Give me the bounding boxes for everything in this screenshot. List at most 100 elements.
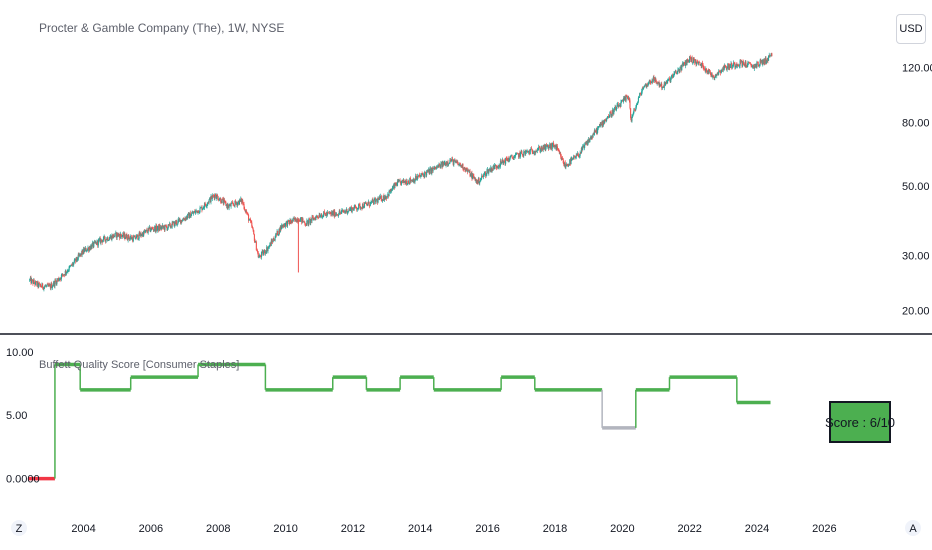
price-candle xyxy=(468,169,470,174)
price-candle xyxy=(615,106,617,112)
price-candle xyxy=(91,240,94,247)
price-candle xyxy=(499,164,501,168)
price-candle xyxy=(308,217,310,220)
price-candle xyxy=(469,168,471,178)
price-candle xyxy=(538,144,540,151)
price-candle xyxy=(213,193,215,198)
currency-button[interactable]: USD xyxy=(896,14,926,44)
price-candle xyxy=(683,62,685,65)
auto-scale-button[interactable]: A xyxy=(905,520,921,536)
score-tick-label: 5.00 xyxy=(6,410,27,422)
price-candle xyxy=(628,97,630,103)
price-candle xyxy=(459,162,461,166)
price-candle xyxy=(303,220,305,223)
price-candle xyxy=(377,196,379,204)
price-candle xyxy=(252,227,254,232)
price-candle xyxy=(465,167,467,172)
price-candle xyxy=(632,111,634,117)
price-candle xyxy=(483,173,485,180)
price-candle xyxy=(624,94,627,103)
price-candle xyxy=(467,168,469,173)
price-candle xyxy=(461,164,463,168)
price-candle xyxy=(243,201,245,210)
price-candle xyxy=(292,219,294,224)
price-candle xyxy=(317,215,319,220)
price-candle xyxy=(460,164,462,168)
price-candle xyxy=(90,244,92,251)
price-candle xyxy=(111,233,113,242)
price-candle xyxy=(44,284,46,287)
price-candle xyxy=(414,179,416,185)
price-candle xyxy=(636,102,638,106)
price-candle xyxy=(172,221,174,226)
price-candle xyxy=(746,63,748,68)
price-candle xyxy=(727,62,729,71)
price-candle xyxy=(168,224,170,226)
price-candle xyxy=(751,64,753,68)
price-candle xyxy=(743,62,745,66)
price-candle xyxy=(716,72,718,75)
price-candle xyxy=(124,232,126,241)
price-candle xyxy=(330,212,332,217)
price-candle xyxy=(192,211,194,214)
price-candle xyxy=(146,229,149,234)
price-candle xyxy=(272,237,274,243)
price-candle xyxy=(564,160,566,169)
price-candle xyxy=(600,121,603,126)
price-candle xyxy=(536,147,538,154)
price-candle xyxy=(700,63,702,69)
price-candle xyxy=(479,181,481,186)
price-candle xyxy=(669,78,671,83)
price-candle xyxy=(305,223,307,227)
price-candle xyxy=(507,157,509,163)
price-candle xyxy=(98,237,100,243)
price-axis[interactable]: 120.00 80.00 50.00 30.00 20.00 xyxy=(902,62,932,317)
zoom-out-button[interactable]: Z xyxy=(11,520,27,536)
price-candle xyxy=(370,200,372,205)
price-candle xyxy=(514,154,516,158)
price-candle xyxy=(613,107,615,113)
price-candle xyxy=(578,154,581,159)
time-axis[interactable]: 2004 2006 2008 2010 2012 2014 2016 2018 2020 2022… xyxy=(71,523,836,535)
price-candle xyxy=(215,194,217,199)
price-candle xyxy=(473,173,475,180)
price-candle xyxy=(452,159,454,166)
price-candle xyxy=(390,188,392,192)
price-candle xyxy=(581,146,583,153)
price-candle xyxy=(722,66,724,73)
score-axis[interactable]: 10.00 5.00 0.0000 xyxy=(6,347,40,486)
price-candle xyxy=(75,256,77,263)
price-candle xyxy=(163,225,165,232)
price-candle xyxy=(433,165,435,171)
price-candle xyxy=(595,130,597,133)
price-candle xyxy=(544,144,546,152)
price-candle xyxy=(490,167,492,173)
price-candle xyxy=(435,165,437,170)
price-candle xyxy=(555,143,557,151)
price-candle xyxy=(429,166,432,171)
price-candle xyxy=(123,231,125,238)
price-candle xyxy=(319,214,321,218)
price-candle xyxy=(195,208,197,214)
price-candle xyxy=(64,273,66,278)
price-candle xyxy=(611,113,613,118)
price-candle xyxy=(608,114,610,119)
price-candle xyxy=(421,171,423,175)
price-candle xyxy=(47,282,49,285)
price-candle xyxy=(545,144,547,152)
price-candle xyxy=(542,144,544,153)
price-candle xyxy=(617,102,619,109)
price-candle xyxy=(381,198,383,202)
price-candle xyxy=(96,239,98,246)
price-candle xyxy=(760,59,762,64)
price-candle xyxy=(693,56,695,61)
price-candle xyxy=(372,197,374,203)
price-candle xyxy=(31,277,33,284)
price-candle xyxy=(736,62,738,68)
price-candle xyxy=(156,225,158,233)
price-candle xyxy=(68,265,70,272)
price-candle xyxy=(768,55,770,61)
price-candle xyxy=(40,285,42,288)
price-candle xyxy=(533,150,535,156)
